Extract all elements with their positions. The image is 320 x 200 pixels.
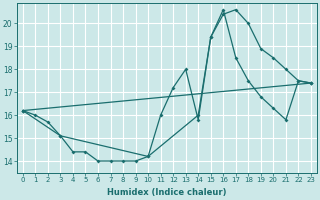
X-axis label: Humidex (Indice chaleur): Humidex (Indice chaleur) [107,188,227,197]
